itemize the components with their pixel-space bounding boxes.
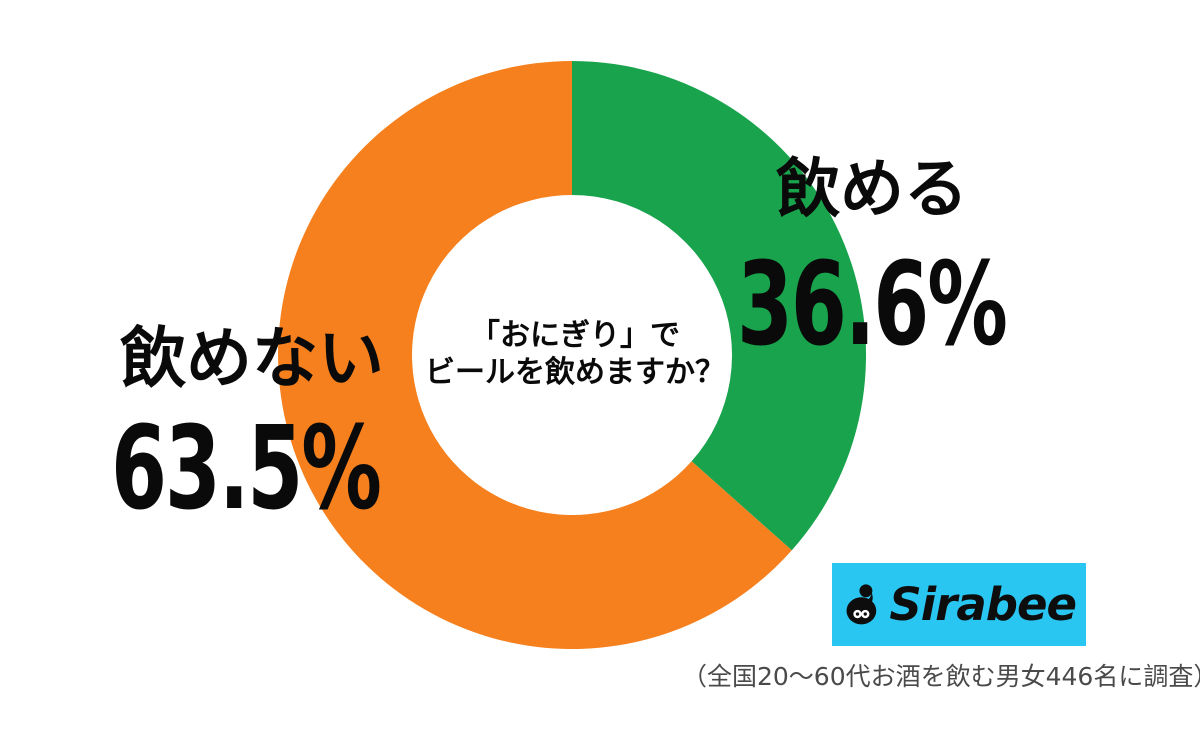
center-question: 「おにぎり」で ビールを飲めますか？ xyxy=(425,317,725,391)
sirabee-logo-text: Sirabee xyxy=(889,578,1077,631)
question-line-1: 「おにぎり」で xyxy=(470,318,680,353)
label-can-drink: 飲める xyxy=(776,153,968,227)
value-can-drink: 36.6% xyxy=(737,238,1008,372)
value-cannot-drink: 63.5% xyxy=(111,402,382,536)
sirabee-bee-icon xyxy=(846,583,877,624)
donut-segment-1 xyxy=(278,61,792,650)
survey-footnote: （全国20〜60代お酒を飲む男女446名に調査） xyxy=(682,662,1200,691)
sirabee-logo: Sirabee xyxy=(832,563,1086,646)
label-cannot-drink: 飲めない xyxy=(120,320,384,397)
donut-segment-0 xyxy=(572,60,867,551)
question-line-2: ビールを飲めますか？ xyxy=(425,355,725,390)
